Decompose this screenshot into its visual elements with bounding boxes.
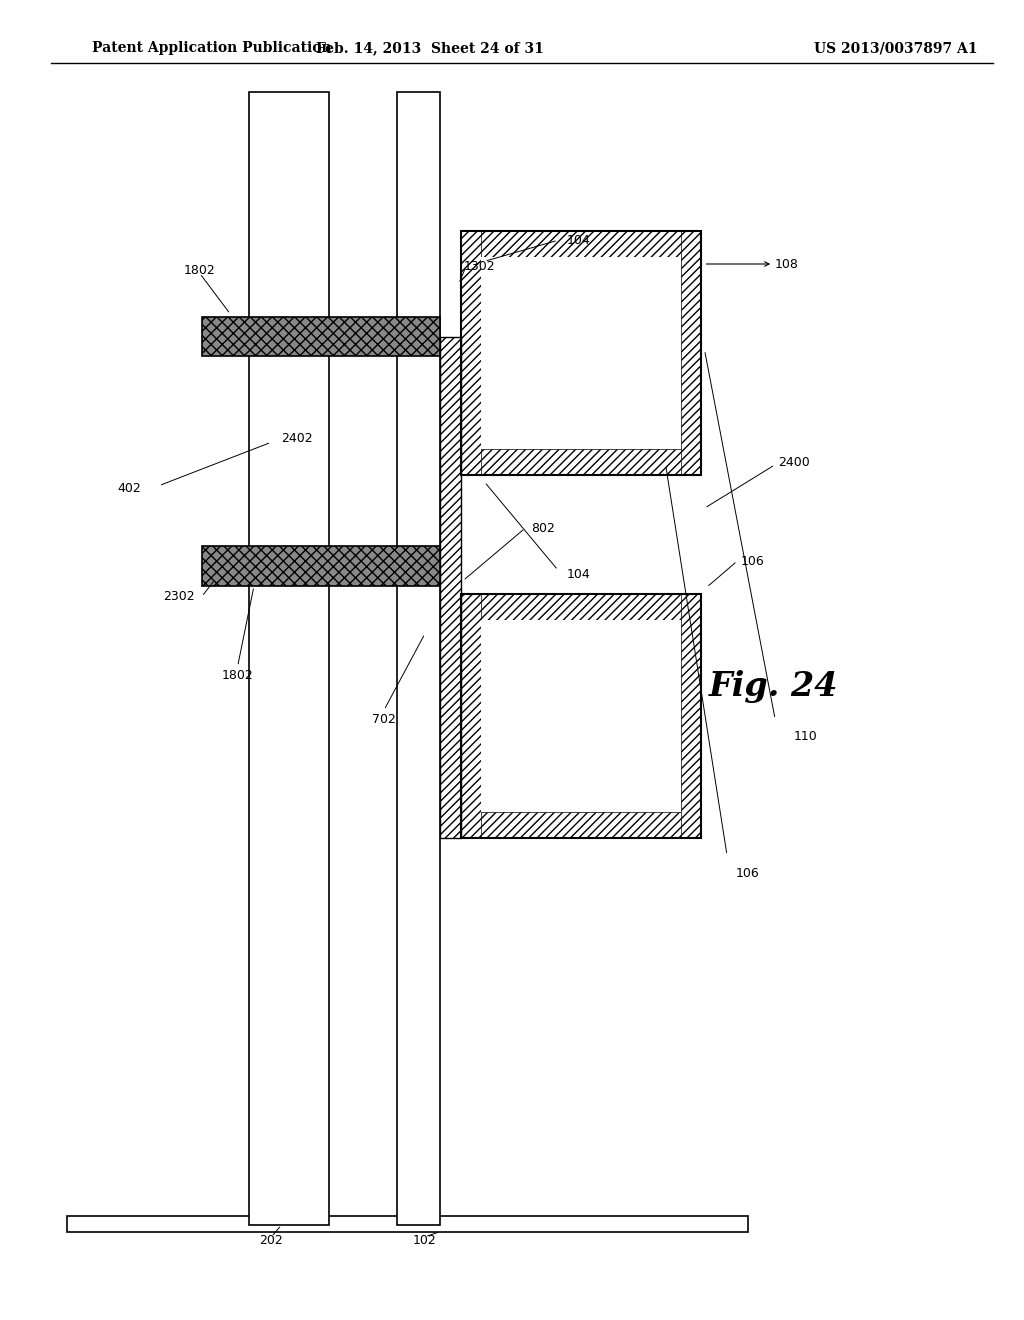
Text: 802: 802	[530, 521, 555, 535]
Text: US 2013/0037897 A1: US 2013/0037897 A1	[814, 41, 978, 55]
Text: 102: 102	[413, 1234, 437, 1247]
Bar	[461, 231, 481, 475]
Bar	[202, 546, 440, 586]
Bar	[461, 594, 481, 838]
Text: 106: 106	[735, 867, 760, 880]
Bar	[461, 231, 701, 257]
Text: 702: 702	[372, 713, 396, 726]
Bar	[67, 1216, 748, 1232]
Text: 1802: 1802	[183, 264, 216, 277]
Bar	[461, 594, 701, 838]
Bar	[481, 257, 681, 449]
Text: 2402: 2402	[282, 432, 312, 445]
Bar	[461, 231, 701, 475]
Text: 108: 108	[775, 257, 799, 271]
Bar	[397, 92, 440, 1225]
Text: Feb. 14, 2013  Sheet 24 of 31: Feb. 14, 2013 Sheet 24 of 31	[316, 41, 544, 55]
Text: 1802: 1802	[221, 669, 254, 682]
Bar	[681, 594, 701, 838]
Text: 1302: 1302	[464, 260, 495, 273]
Bar	[461, 812, 701, 838]
Text: 106: 106	[740, 554, 765, 568]
Text: 104: 104	[566, 568, 591, 581]
Bar	[461, 449, 701, 475]
Bar	[249, 92, 329, 1225]
Bar	[202, 317, 440, 356]
Bar	[440, 337, 461, 838]
Text: 2302: 2302	[164, 590, 195, 603]
Bar	[481, 620, 681, 812]
Text: 110: 110	[794, 730, 817, 743]
Text: 202: 202	[259, 1234, 284, 1247]
Text: 402: 402	[118, 482, 141, 495]
Text: Fig. 24: Fig. 24	[709, 671, 838, 702]
Bar	[681, 231, 701, 475]
Text: 2400: 2400	[778, 455, 810, 469]
Text: Patent Application Publication: Patent Application Publication	[92, 41, 332, 55]
Bar	[461, 594, 701, 620]
Text: 104: 104	[566, 234, 591, 247]
